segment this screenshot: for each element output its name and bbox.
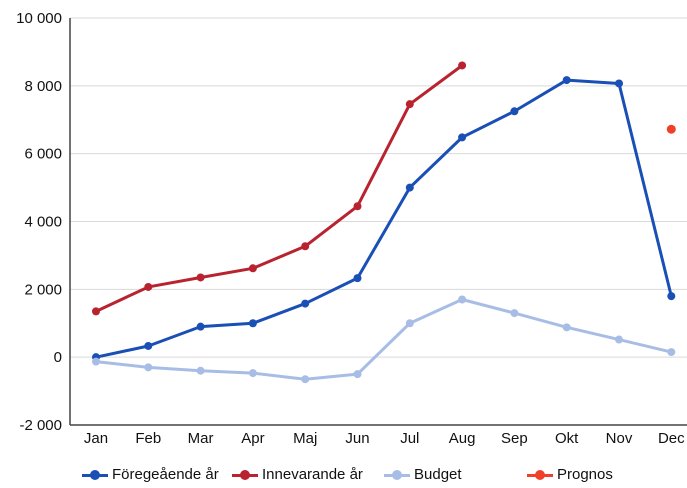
y-tick-labels: 10 000 8 000 6 000 4 000 2 000 0 -2 000: [16, 10, 62, 434]
x-tick-label: Maj: [293, 430, 317, 447]
data-point: [615, 335, 623, 344]
data-point: [562, 323, 571, 332]
y-tick-label: 10 000: [16, 10, 62, 27]
data-point: [301, 375, 310, 384]
y-tick-label: 8 000: [24, 78, 62, 95]
data-point: [667, 292, 676, 301]
series-line: [94, 298, 673, 381]
series-line: [94, 78, 673, 359]
data-point: [196, 273, 205, 282]
data-point: [144, 341, 153, 350]
x-tick-label: Apr: [241, 430, 264, 447]
data-point: [92, 307, 100, 316]
legend-swatch: [384, 469, 410, 480]
x-tick-label: Jun: [345, 430, 369, 447]
y-tick-label: 0: [54, 349, 62, 366]
x-tick-label: Jul: [400, 430, 419, 447]
data-point: [510, 107, 519, 116]
data-point: [458, 61, 467, 70]
data-point: [196, 322, 205, 331]
legend-swatch: [232, 469, 258, 480]
data-point: [353, 370, 362, 379]
legend-label: Innevarande år: [262, 466, 363, 483]
y-tick-label: 2 000: [24, 281, 62, 298]
data-point: [301, 242, 310, 251]
data-point: [248, 264, 257, 273]
series-3: [666, 124, 676, 134]
legend-item: Föregeående år: [82, 466, 219, 483]
data-point: [458, 295, 467, 304]
legend-swatch: [82, 469, 108, 480]
data-point: [144, 282, 153, 291]
data-point: [405, 100, 414, 109]
data-point: [615, 79, 623, 88]
grid-lines: [70, 17, 687, 358]
legend-swatch: [527, 469, 553, 480]
legend-item: Innevarande år: [232, 466, 363, 483]
data-point: [353, 274, 362, 283]
data-point: [458, 133, 467, 142]
legend-label: Prognos: [557, 466, 613, 483]
data-point: [510, 309, 519, 318]
data-point: [562, 76, 571, 85]
x-tick-label: Dec: [658, 430, 685, 447]
data-point: [666, 124, 676, 134]
series-1: [92, 61, 467, 316]
data-point: [196, 366, 205, 375]
legend-item: Budget: [384, 466, 462, 483]
y-tick-label: -2 000: [19, 417, 62, 434]
data-point: [405, 319, 414, 328]
legend: Föregeående år Innevarande år Budget Progno…: [0, 466, 687, 488]
y-tick-label: 4 000: [24, 214, 62, 231]
x-tick-label: Mar: [188, 430, 214, 447]
data-point: [92, 357, 100, 366]
x-tick-labels: Jan Feb Mar Apr Maj Jun Jul Aug Sep Okt Nov Dec: [84, 430, 685, 447]
data-point: [405, 183, 414, 192]
x-tick-label: Okt: [555, 430, 579, 447]
axes: [69, 18, 687, 426]
series-2: [92, 295, 676, 384]
series-0: [92, 76, 676, 362]
x-tick-label: Aug: [449, 430, 476, 447]
data-point: [301, 299, 310, 308]
x-tick-label: Sep: [501, 430, 528, 447]
data-point: [248, 369, 257, 378]
x-tick-label: Jan: [84, 430, 108, 447]
data-point: [353, 202, 362, 211]
series-line: [94, 63, 464, 313]
y-tick-label: 6 000: [24, 146, 62, 163]
legend-label: Föregeående år: [112, 466, 219, 483]
x-tick-label: Feb: [135, 430, 161, 447]
data-point: [144, 363, 153, 372]
data-point: [667, 348, 676, 357]
legend-label: Budget: [414, 466, 462, 483]
x-tick-label: Nov: [606, 430, 633, 447]
data-point: [248, 319, 257, 328]
series-layer: [92, 61, 676, 384]
legend-item: Prognos: [527, 466, 613, 483]
